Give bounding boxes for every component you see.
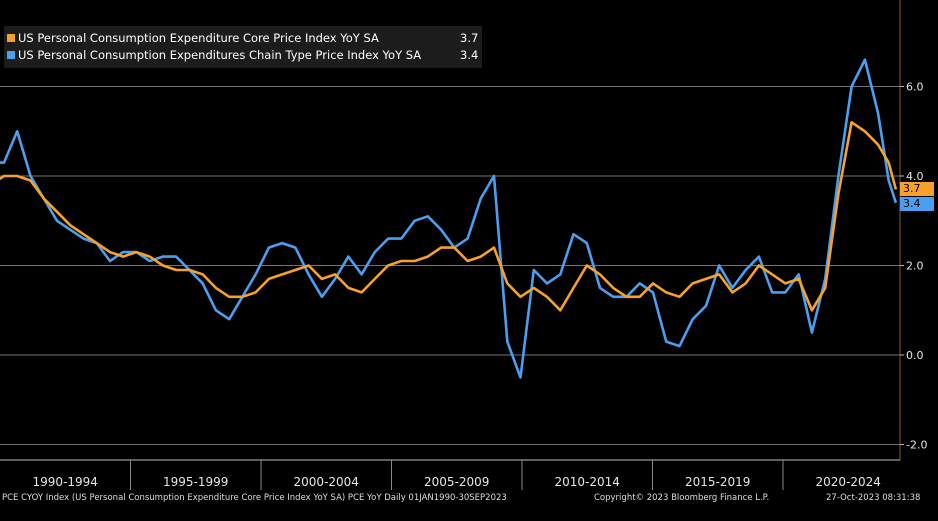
x-tick-label: 2015-2019 [685, 475, 750, 489]
y-tick-label: 2.0 [906, 260, 924, 273]
legend-item-headline: US Personal Consumption Expenditures Cha… [4, 47, 482, 63]
y-axis: 6.0 4.0 2.0 0.0 -2.0 [900, 81, 927, 452]
legend-item-core: US Personal Consumption Expenditure Core… [4, 30, 482, 46]
y-tick-label: 6.0 [906, 81, 924, 94]
footer: PCE CYOY Index (US Personal Consumption … [0, 493, 938, 507]
last-value-tag-core: 3.7 [900, 182, 934, 197]
x-tick-label: 1990-1994 [33, 475, 98, 489]
x-tick-label: 2000-2004 [294, 475, 359, 489]
legend-value-core: 3.7 [460, 31, 479, 45]
series-layer [0, 58, 898, 379]
legend-label-headline: US Personal Consumption Expenditures Cha… [18, 48, 422, 62]
y-tick-label: 0.0 [906, 349, 924, 362]
footer-timestamp: 27-Oct-2023 08:31:38 [826, 493, 921, 503]
x-tick-label: 1995-1999 [163, 475, 228, 489]
legend-swatch-core [7, 34, 15, 42]
x-tick-label: 2020-2024 [816, 475, 881, 489]
x-tick-label: 2005-2009 [424, 475, 489, 489]
legend: US Personal Consumption Expenditure Core… [4, 26, 482, 68]
y-tick-label: 4.0 [906, 170, 924, 183]
gridlines [0, 86, 900, 445]
legend-label-core: US Personal Consumption Expenditure Core… [18, 31, 379, 45]
legend-swatch-headline [7, 51, 15, 59]
series-line-headline-pce [0, 58, 898, 379]
legend-value-headline: 3.4 [460, 48, 479, 62]
x-tick-label: 2010-2014 [555, 475, 620, 489]
x-axis: 1990-1994 1995-1999 2000-2004 2005-2009 2010… [33, 460, 881, 490]
footer-source: PCE CYOY Index (US Personal Consumption … [2, 493, 507, 503]
footer-copyright: Copyright© 2023 Bloomberg Finance L.P. [594, 493, 770, 503]
y-tick-label: -2.0 [906, 439, 927, 452]
series-line-core-pce [0, 121, 898, 312]
last-value-tag-headline: 3.4 [900, 196, 934, 211]
